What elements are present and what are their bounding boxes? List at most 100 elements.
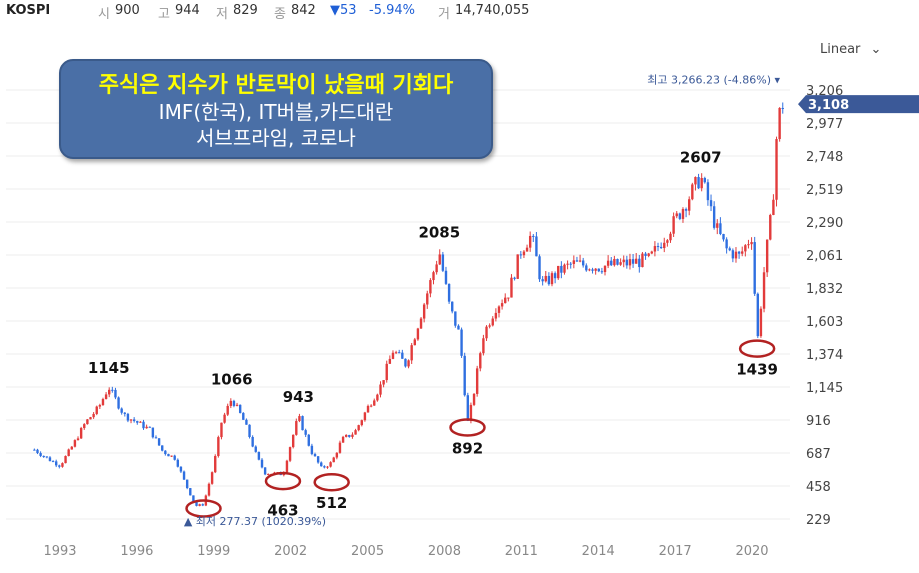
candle-body — [98, 405, 102, 407]
candle-body — [207, 483, 211, 496]
candle-body — [338, 442, 342, 453]
callout-line-3: 서브프라임, 코로나 — [196, 126, 356, 150]
candle-body — [678, 213, 682, 219]
candle-body — [407, 360, 410, 367]
candle-body — [741, 251, 744, 254]
candle-body — [161, 445, 164, 451]
change-percent: -5.94% — [369, 3, 415, 18]
candle-body — [653, 246, 657, 252]
candle-body — [220, 422, 223, 438]
candle-body — [485, 326, 488, 339]
candle-body — [48, 457, 52, 462]
candle-body — [641, 253, 644, 268]
candle-body — [117, 397, 120, 409]
low-markers — [185, 339, 776, 518]
candle-body — [126, 413, 130, 421]
candle-body — [628, 259, 632, 266]
candle-body — [491, 318, 494, 326]
x-tick-label: 1996 — [120, 544, 153, 559]
annotation-label: 1145 — [88, 359, 130, 377]
candle-body — [394, 352, 398, 354]
candle-body — [64, 455, 67, 464]
low-circle — [185, 499, 222, 518]
y-tick-label: 2,290 — [806, 216, 843, 231]
candle-body — [238, 404, 242, 413]
candle-body — [182, 471, 186, 480]
y-tick-label: 2,519 — [806, 183, 843, 198]
candle-body — [232, 400, 236, 406]
y-tick-label: 1,603 — [806, 315, 843, 330]
candle-body — [482, 338, 485, 354]
candle-body — [497, 306, 501, 313]
callout-line-2: IMF(한국), IT버블,카드대란 — [158, 100, 394, 124]
candle-body — [457, 325, 460, 330]
candle-body — [553, 273, 557, 279]
candle-body — [298, 416, 301, 422]
candle-body — [560, 265, 563, 273]
y-tick-label: 687 — [806, 447, 831, 462]
candle-body — [248, 424, 251, 437]
candle-body — [737, 251, 741, 254]
candle-body — [479, 353, 482, 369]
candle-body — [92, 413, 95, 418]
candle-body — [588, 269, 591, 271]
annotation-label: 2607 — [680, 148, 722, 166]
change-value: ▼53 — [330, 3, 357, 18]
candle-body — [42, 455, 45, 457]
candle-body — [136, 421, 139, 423]
candle-body — [132, 419, 136, 422]
candle-body — [622, 259, 625, 263]
x-tick-label: 2005 — [351, 544, 384, 559]
scale-selector[interactable]: Linear ⌄ — [820, 42, 881, 57]
candle-body — [373, 400, 376, 406]
candle-body — [304, 430, 307, 435]
candle-body — [145, 426, 148, 429]
candle-body — [201, 504, 204, 506]
candle-body — [410, 345, 413, 361]
candle-body — [675, 213, 678, 217]
candle-body — [663, 242, 666, 249]
y-axis: 229 458 687 916 1,145 1,374 1,603 1,832 2,061 2,2… — [806, 84, 843, 528]
index-name: KOSPI — [6, 3, 51, 18]
candle-body — [226, 405, 229, 415]
candle-body — [765, 239, 769, 273]
candle-body — [104, 394, 108, 400]
x-tick-label: 2008 — [428, 544, 461, 559]
annotation-label: 463 — [267, 501, 298, 519]
candle-body — [214, 456, 217, 473]
candle-body — [316, 456, 320, 463]
candle-body — [295, 421, 298, 435]
extreme-labels: 최고 3,266.23 (-4.86%) ▾ ▲ 최저 277.37 (1020.… — [184, 73, 781, 528]
candle-body — [401, 352, 404, 359]
candle-body — [603, 265, 607, 273]
y-tick-label: 458 — [806, 480, 831, 495]
candle-body — [83, 424, 86, 429]
candle-body — [747, 244, 750, 246]
candle-body — [712, 206, 716, 228]
candle-body — [51, 461, 55, 463]
candle-body — [650, 251, 653, 254]
candle-body — [688, 199, 691, 211]
candle-body — [254, 446, 257, 452]
candle-body — [722, 233, 725, 240]
candle-body — [376, 394, 379, 401]
candle-body — [108, 389, 111, 395]
candle-body — [500, 303, 504, 307]
annotation-label: 512 — [316, 494, 347, 512]
candle-body — [644, 253, 647, 256]
candle-body — [569, 263, 572, 265]
candle-body — [700, 177, 703, 189]
candle-body — [469, 404, 473, 421]
annotation-label: 1066 — [211, 370, 253, 388]
candle-body — [547, 275, 551, 285]
candle-body — [385, 363, 388, 381]
candle-body — [151, 427, 155, 438]
candle-body — [176, 459, 180, 467]
candle-body — [195, 501, 198, 506]
candle-body — [600, 271, 604, 273]
candle-body — [432, 272, 435, 281]
candle-body — [329, 462, 332, 467]
candle-body — [616, 258, 619, 265]
high-value: 944 — [175, 3, 200, 18]
